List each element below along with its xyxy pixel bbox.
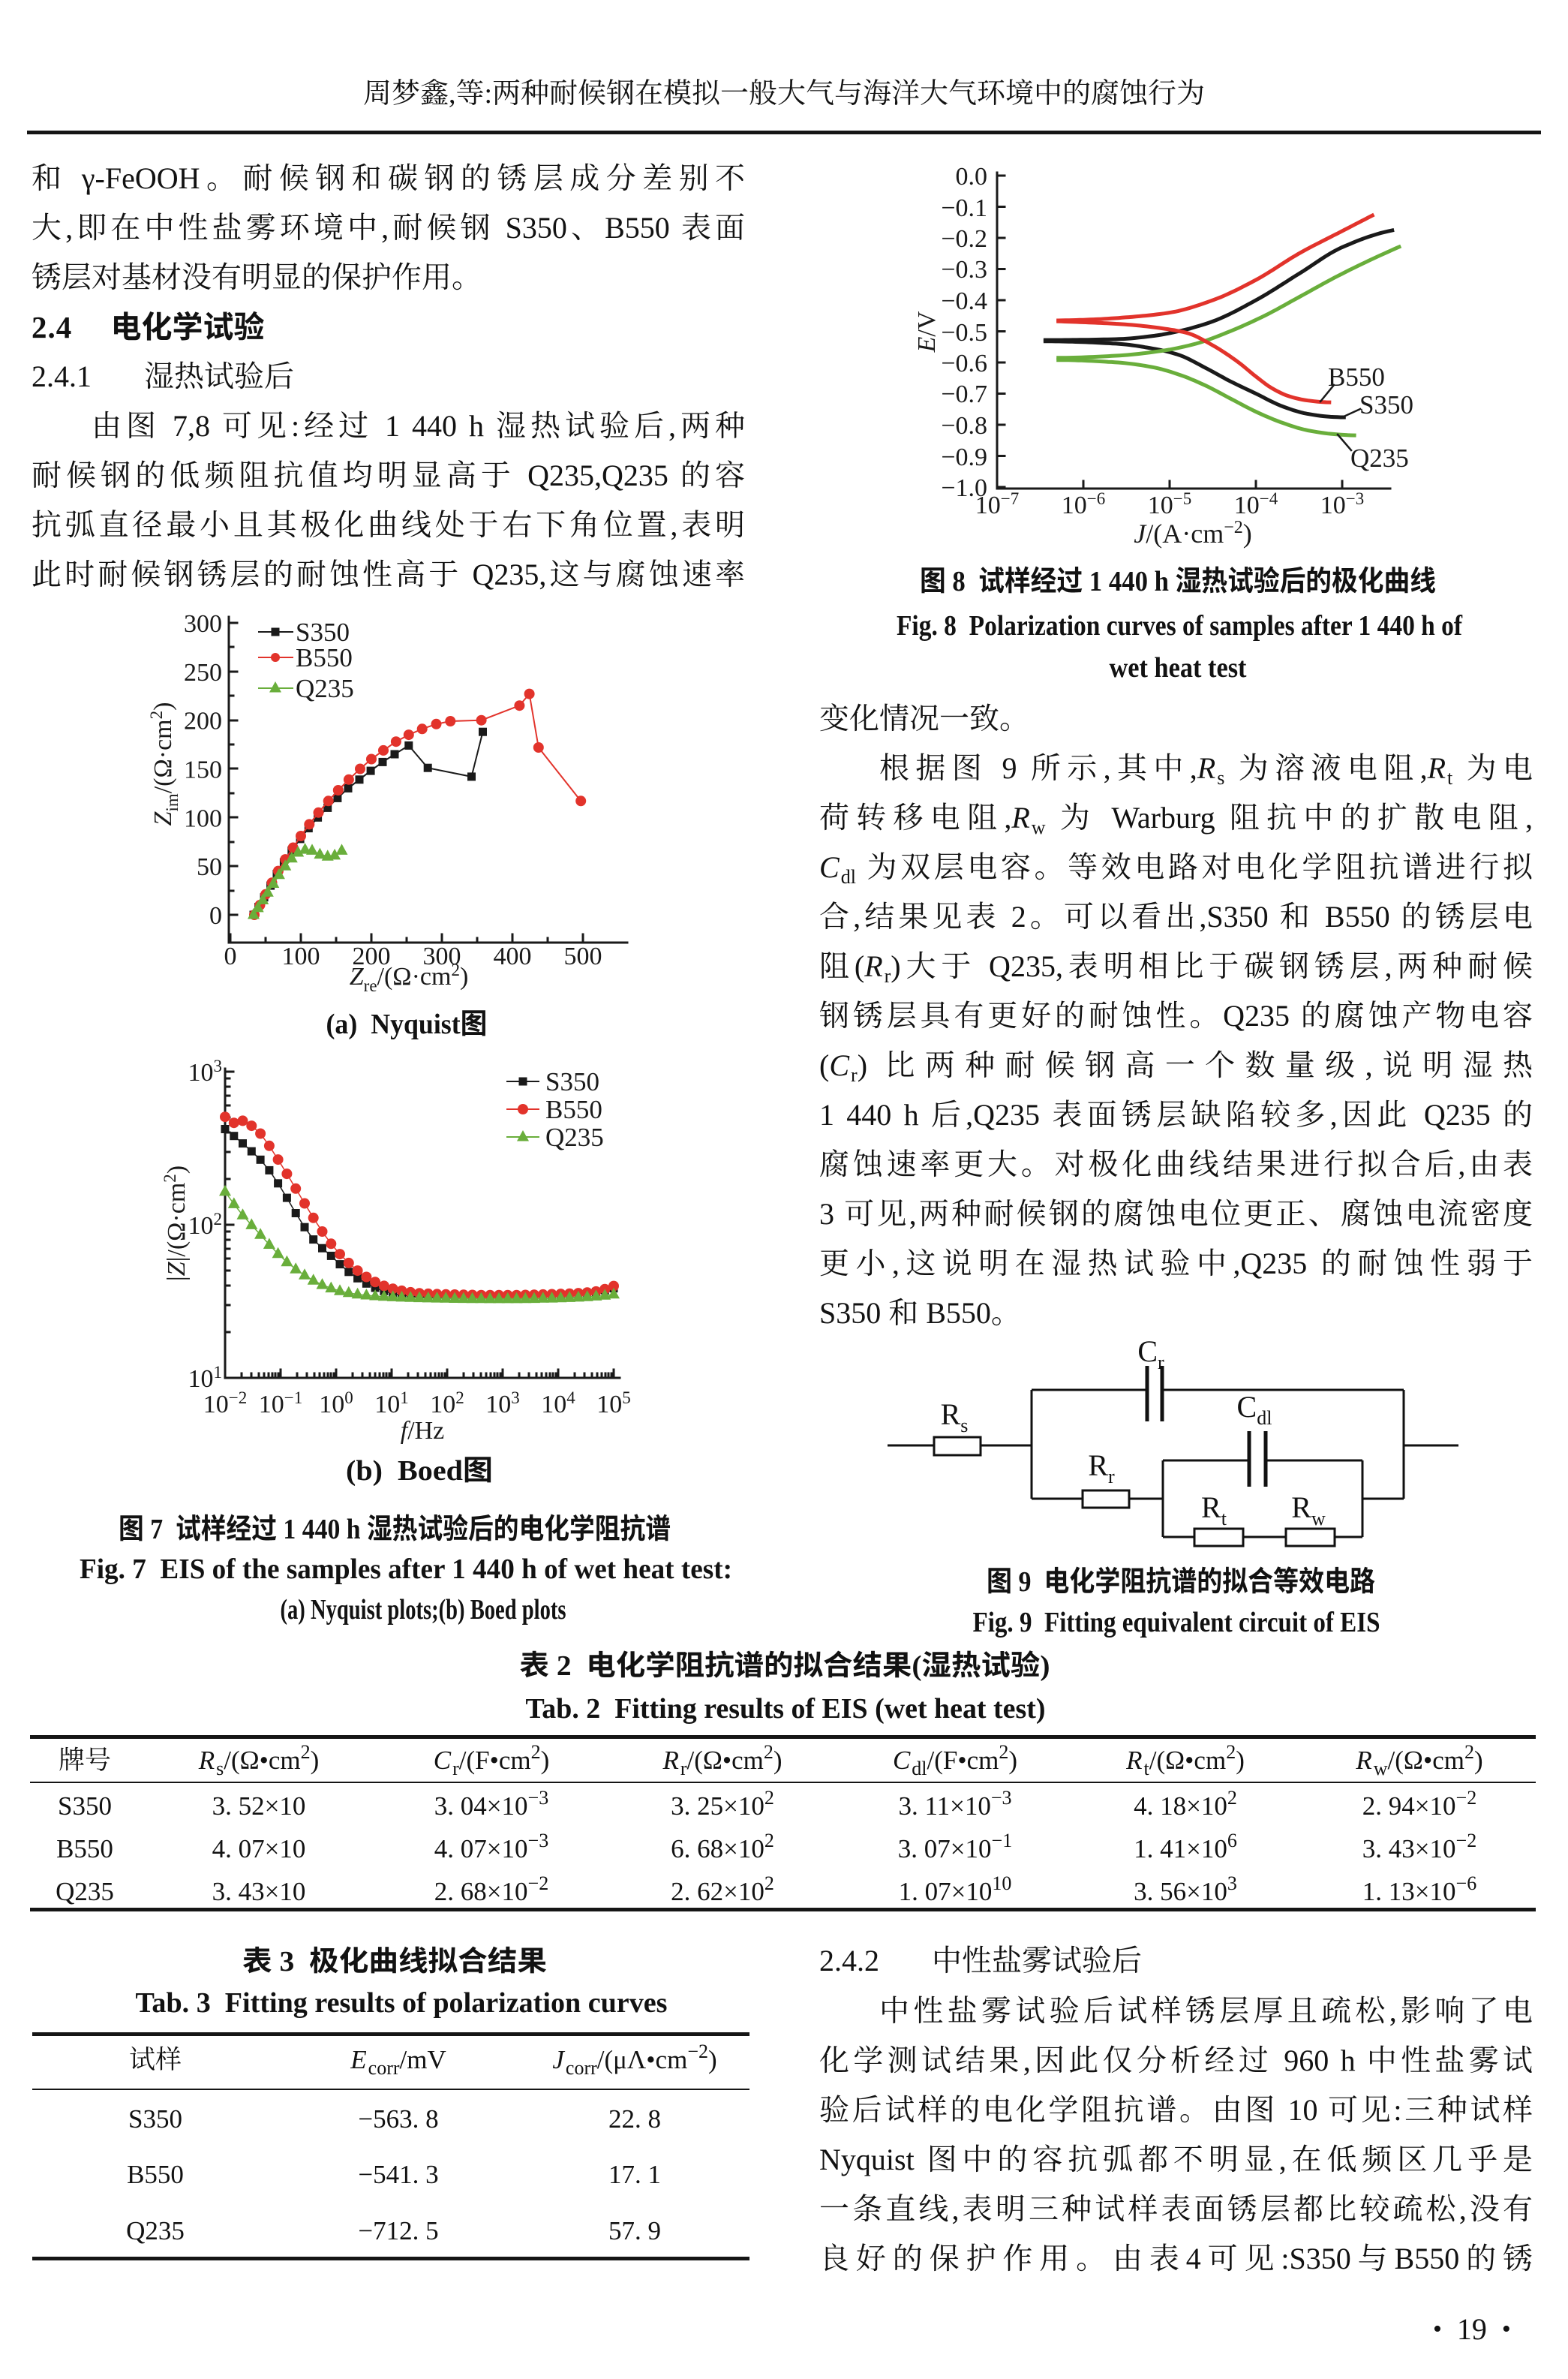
svg-text:B550: B550 (545, 1095, 602, 1124)
svg-text:250: 250 (184, 659, 222, 687)
svg-text:0: 0 (209, 902, 222, 930)
svg-text:101: 101 (188, 1363, 223, 1393)
svg-text:Rt: Rt (1201, 1490, 1227, 1529)
svg-text:Rs: Rs (941, 1397, 969, 1436)
svg-text:105: 105 (596, 1388, 631, 1418)
svg-text:150: 150 (184, 756, 222, 783)
svg-text:100: 100 (184, 805, 222, 832)
svg-text:Zre/(Ω·cm2): Zre/(Ω·cm2) (350, 961, 469, 995)
svg-text:10−1: 10−1 (259, 1388, 302, 1418)
svg-text:Q235: Q235 (296, 674, 354, 703)
svg-text:Cdl: Cdl (1237, 1390, 1272, 1429)
svg-text:300: 300 (423, 943, 461, 970)
svg-text:−0.5: −0.5 (941, 319, 987, 347)
svg-text:J/(A·cm−2): J/(A·cm−2) (1134, 518, 1252, 549)
svg-text:10−5: 10−5 (1148, 489, 1191, 519)
svg-text:|Z|/(Ω·cm2): |Z|/(Ω·cm2) (161, 1165, 191, 1281)
svg-text:200: 200 (353, 943, 391, 970)
svg-text:Rw: Rw (1291, 1490, 1326, 1529)
svg-text:104: 104 (541, 1388, 575, 1418)
svg-text:Rr: Rr (1088, 1448, 1115, 1487)
svg-text:f/Hz: f/Hz (401, 1417, 445, 1445)
svg-text:100: 100 (282, 943, 320, 970)
svg-text:−0.8: −0.8 (941, 412, 987, 440)
svg-text:102: 102 (430, 1388, 464, 1418)
svg-text:10−2: 10−2 (203, 1388, 247, 1418)
svg-text:100: 100 (319, 1388, 353, 1418)
svg-text:10−4: 10−4 (1234, 489, 1278, 519)
svg-text:Cr: Cr (1137, 1334, 1164, 1373)
svg-text:−0.1: −0.1 (941, 194, 987, 222)
svg-text:102: 102 (188, 1210, 223, 1240)
svg-text:10−3: 10−3 (1320, 489, 1364, 519)
svg-text:400: 400 (494, 943, 532, 970)
svg-text:0: 0 (224, 943, 237, 970)
svg-text:0.0: 0.0 (956, 163, 988, 191)
svg-text:−0.9: −0.9 (941, 444, 987, 471)
svg-text:10−6: 10−6 (1062, 489, 1105, 519)
svg-text:300: 300 (184, 610, 222, 638)
svg-text:−0.2: −0.2 (941, 225, 987, 253)
svg-text:B550: B550 (1328, 362, 1385, 392)
svg-text:−0.3: −0.3 (941, 256, 987, 284)
svg-text:S350: S350 (545, 1067, 599, 1096)
svg-text:103: 103 (188, 1057, 223, 1087)
svg-text:50: 50 (197, 853, 222, 881)
svg-text:Q235: Q235 (545, 1123, 604, 1152)
svg-text:−0.4: −0.4 (941, 287, 987, 315)
svg-text:Q235: Q235 (1350, 444, 1409, 473)
svg-text:200: 200 (184, 708, 222, 735)
svg-text:−0.7: −0.7 (941, 380, 987, 408)
svg-text:Zim/(Ω·cm2): Zim/(Ω·cm2) (147, 702, 182, 826)
svg-text:−1.0: −1.0 (941, 474, 987, 502)
svg-text:−0.6: −0.6 (941, 350, 987, 377)
svg-text:S350: S350 (296, 618, 350, 647)
svg-text:500: 500 (564, 943, 602, 970)
svg-text:B550: B550 (296, 643, 353, 672)
svg-text:101: 101 (374, 1388, 409, 1418)
svg-text:103: 103 (485, 1388, 520, 1418)
svg-text:10−7: 10−7 (975, 489, 1019, 519)
svg-text:E/V: E/V (913, 311, 941, 353)
svg-text:S350: S350 (1359, 390, 1413, 420)
